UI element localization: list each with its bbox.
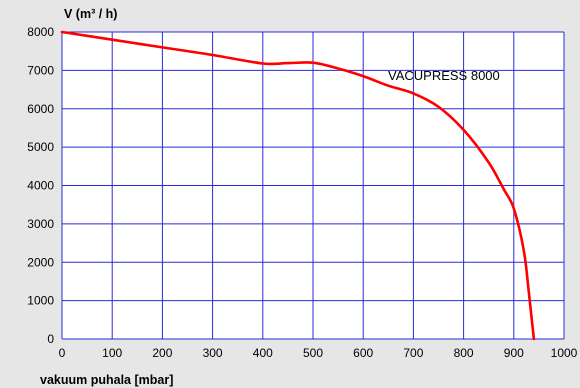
x-tick-label-1: 100 — [102, 346, 122, 360]
y-tick-label-1: 1000 — [27, 294, 54, 308]
y-tick-label-0: 0 — [47, 332, 54, 346]
y-tick-label-7: 7000 — [27, 63, 54, 77]
series-line-vacupress-8000 — [60, 30, 536, 341]
x-tick-label-6: 600 — [353, 346, 373, 360]
y-tick-label-5: 5000 — [27, 140, 54, 154]
y-tick-label-4: 4000 — [27, 179, 54, 193]
x-tick-label-2: 200 — [152, 346, 172, 360]
y-tick-label-3: 3000 — [27, 217, 54, 231]
series-label: VACUPRESS 8000 — [388, 68, 500, 83]
x-tick-label-10: 1000 — [551, 346, 578, 360]
x-tick-label-8: 800 — [454, 346, 474, 360]
x-tick-label-5: 500 — [303, 346, 323, 360]
x-axis-title: vakuum puhala [mbar] — [40, 373, 173, 387]
grid — [61, 31, 565, 340]
x-tick-label-4: 400 — [253, 346, 273, 360]
y-tick-label-6: 6000 — [27, 102, 54, 116]
x-tick-label-0: 0 — [59, 346, 66, 360]
x-tick-labels: 0 100 200 300 400 500 600 700 800 900 1000 — [59, 346, 578, 360]
y-axis-title: V (m³ / h) — [64, 7, 117, 21]
x-tick-label-9: 900 — [504, 346, 524, 360]
y-tick-labels: 0 1000 2000 3000 4000 5000 6000 7000 8000 — [27, 25, 54, 346]
y-tick-label-2: 2000 — [27, 255, 54, 269]
x-tick-label-7: 700 — [403, 346, 423, 360]
y-tick-label-8: 8000 — [27, 25, 54, 39]
x-tick-label-3: 300 — [203, 346, 223, 360]
